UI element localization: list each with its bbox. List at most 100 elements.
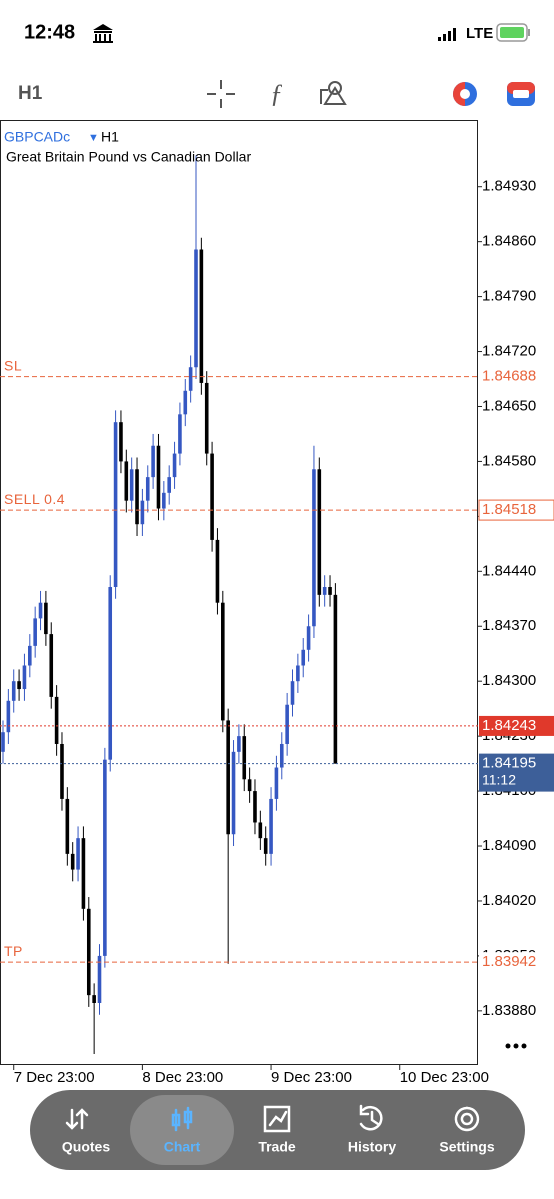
- candle-body: [76, 838, 80, 870]
- tab-label[interactable]: Chart: [164, 1139, 201, 1155]
- candle-body: [33, 618, 37, 646]
- candle-body: [103, 759, 107, 956]
- timeframe-button[interactable]: H1: [18, 83, 43, 104]
- candle-body: [178, 414, 182, 454]
- candle-body: [290, 681, 295, 705]
- candle-body: [204, 382, 209, 454]
- price-box: [478, 499, 554, 521]
- price-box-label: 1.84688: [482, 368, 536, 385]
- chart-frame: [0, 120, 478, 1065]
- chart: 1.84930 1.84860 1.84790 1.84720 1.84650 1.845…: [0, 155, 554, 1086]
- symbol-dropdown[interactable]: ▼: [88, 132, 99, 144]
- price-box: [479, 366, 554, 387]
- candle-body: [306, 626, 311, 650]
- candle-body: [183, 390, 188, 415]
- price-box: [479, 952, 554, 973]
- tab-icon[interactable]: [171, 1106, 193, 1132]
- y-tick-label: 1.84440: [482, 562, 536, 579]
- more-button[interactable]: [505, 1043, 527, 1049]
- tab-label[interactable]: Settings: [439, 1139, 494, 1155]
- candle-body: [312, 469, 316, 627]
- indicators-button[interactable]: ƒ: [270, 79, 283, 108]
- y-tick-label: 1.84370: [482, 617, 536, 634]
- tab-label[interactable]: Trade: [258, 1139, 296, 1155]
- candle-body: [151, 445, 155, 478]
- y-tick-label: 1.84930: [482, 178, 536, 195]
- candle-body: [317, 469, 322, 595]
- price-box: [479, 715, 554, 736]
- candle-body: [44, 602, 48, 635]
- candle-body: [263, 838, 268, 854]
- candle-body: [237, 736, 241, 752]
- x-tick-label: 9 Dec 23:00: [271, 1069, 352, 1086]
- candle-body: [11, 681, 16, 701]
- candle-body: [188, 367, 193, 391]
- level-label: SELL 0.4: [4, 491, 65, 507]
- candle-body: [172, 453, 177, 478]
- candle-body: [333, 594, 338, 764]
- y-tick-label: 1.84580: [482, 452, 536, 469]
- candle-body: [167, 477, 171, 493]
- account-button[interactable]: [507, 82, 535, 106]
- x-tick-label: 8 Dec 23:00: [142, 1069, 223, 1086]
- candle-body: [113, 422, 118, 588]
- candle-body: [6, 700, 11, 733]
- candle-body: [124, 461, 129, 501]
- price-box-label: 1.84243: [482, 717, 536, 734]
- trade-button[interactable]: [453, 82, 477, 106]
- candle-body: [322, 587, 327, 595]
- candle-body: [28, 645, 32, 666]
- candle-body: [49, 634, 54, 697]
- symbol[interactable]: GBPCADc: [4, 129, 70, 145]
- y-tick-label: 1.84300: [482, 672, 536, 689]
- price-box: [479, 753, 554, 792]
- candle-body: [145, 477, 150, 501]
- candle-body: [269, 798, 273, 854]
- candle-body: [156, 445, 161, 509]
- candle-body: [54, 696, 59, 744]
- candle-body: [296, 665, 300, 682]
- objects-button[interactable]: [320, 81, 347, 105]
- x-tick-label: 10 Dec 23:00: [400, 1069, 489, 1086]
- candle-body: [274, 767, 279, 799]
- level-label: SL: [4, 357, 22, 373]
- candle-body: [1, 732, 5, 752]
- candle-body: [199, 249, 204, 383]
- candle-body: [247, 779, 252, 792]
- y-tick-label: 1.84650: [482, 397, 536, 414]
- candle-body: [285, 704, 289, 744]
- tab-icon[interactable]: [263, 1105, 291, 1133]
- candle-body: [81, 838, 86, 909]
- price-box-label: 1.83942: [482, 953, 536, 970]
- candle-body: [97, 955, 102, 1003]
- candle-body: [328, 587, 332, 595]
- level-label: TP: [4, 943, 23, 959]
- candle-body: [22, 665, 27, 690]
- candle-body: [162, 492, 166, 509]
- y-tick-label: 1.84090: [482, 837, 536, 854]
- battery-icon: [496, 23, 530, 42]
- tab-label[interactable]: History: [348, 1139, 396, 1155]
- crosshair-button[interactable]: [207, 80, 235, 108]
- candle-body: [65, 798, 70, 854]
- tab-icon[interactable]: [359, 1104, 383, 1131]
- chart-subtitle: Great Britain Pound vs Canadian Dollar: [6, 149, 251, 165]
- candle-body: [38, 602, 43, 619]
- y-tick-label: 1.84790: [482, 288, 536, 305]
- price-box-label: 1.84518: [482, 501, 536, 518]
- candle-body: [231, 751, 236, 835]
- tab-label[interactable]: Quotes: [62, 1139, 110, 1155]
- bank-icon: [93, 24, 113, 43]
- tab-icon[interactable]: [65, 1108, 89, 1130]
- tab-icon[interactable]: [454, 1106, 480, 1132]
- candle-body: [215, 539, 220, 603]
- candle-body: [92, 995, 96, 1003]
- candle-body: [258, 822, 263, 839]
- candle-body: [253, 791, 257, 823]
- candle-body: [70, 853, 75, 870]
- y-tick-label: 1.83880: [482, 1002, 536, 1019]
- y-tick-label: 1.84720: [482, 343, 536, 360]
- clock: 12:48: [24, 21, 75, 43]
- tabs: Quotes Chart Trade History Settings: [62, 1104, 495, 1155]
